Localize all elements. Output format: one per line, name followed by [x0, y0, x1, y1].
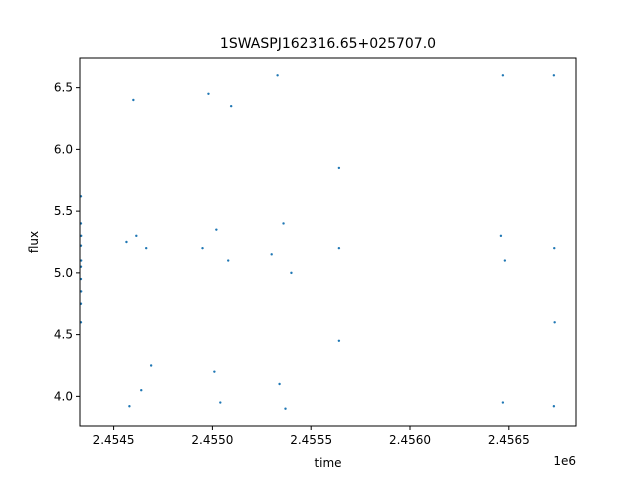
data-point	[201, 246, 204, 250]
x-tick-label: 2.4565	[488, 433, 530, 447]
data-point	[132, 98, 135, 102]
data-point	[125, 240, 128, 244]
data-point	[135, 234, 138, 238]
y-tick-label: 6.5	[54, 81, 73, 95]
chart-title: 1SWASPJ162316.65+025707.0	[220, 36, 436, 52]
data-point	[503, 259, 507, 262]
data-point	[278, 382, 281, 386]
data-point	[552, 74, 556, 77]
data-point	[276, 74, 279, 77]
y-tick-label: 4.5	[54, 328, 73, 342]
data-point	[337, 166, 341, 170]
x-tick-label: 2.4560	[389, 433, 431, 447]
x-axis-offset-label: 1e6	[553, 454, 576, 468]
x-tick-label: 2.4555	[290, 433, 332, 447]
data-point	[227, 259, 230, 262]
y-axis-ticks: 4.0 4.5 5.0 5.5 6.0 6.5	[54, 81, 80, 403]
x-tick-label: 2.4545	[93, 433, 135, 447]
y-tick-label: 5.0	[54, 266, 73, 280]
data-point	[501, 74, 505, 77]
data-point	[207, 92, 210, 96]
data-point	[290, 271, 293, 275]
data-point	[215, 228, 218, 231]
data-point	[79, 259, 83, 262]
data-point	[149, 364, 153, 367]
x-axis-ticks: 2.4545 2.4550 2.4555 2.4560 2.4565	[93, 426, 530, 447]
data-point	[79, 290, 83, 293]
data-point	[552, 405, 556, 408]
data-point	[284, 407, 287, 410]
data-point	[337, 339, 341, 342]
data-point	[213, 370, 216, 373]
x-axis-label: time	[314, 456, 341, 470]
data-point	[145, 246, 148, 250]
data-point	[219, 401, 222, 404]
y-tick-label: 5.5	[54, 204, 73, 218]
data-point	[79, 234, 83, 238]
data-point	[499, 234, 503, 238]
plot-frame	[79, 57, 577, 427]
data-point	[553, 246, 556, 250]
y-tick-label: 4.0	[54, 389, 73, 403]
y-tick-label: 6.0	[54, 142, 73, 156]
data-point	[140, 388, 143, 392]
x-tick-label: 2.4550	[191, 433, 233, 447]
y-axis-label: flux	[27, 231, 41, 253]
data-point	[229, 104, 233, 108]
data-point	[501, 401, 505, 404]
data-point	[337, 246, 341, 250]
data-point	[553, 321, 556, 324]
data-point	[282, 222, 285, 225]
data-point	[128, 405, 131, 408]
data-point	[270, 253, 273, 256]
